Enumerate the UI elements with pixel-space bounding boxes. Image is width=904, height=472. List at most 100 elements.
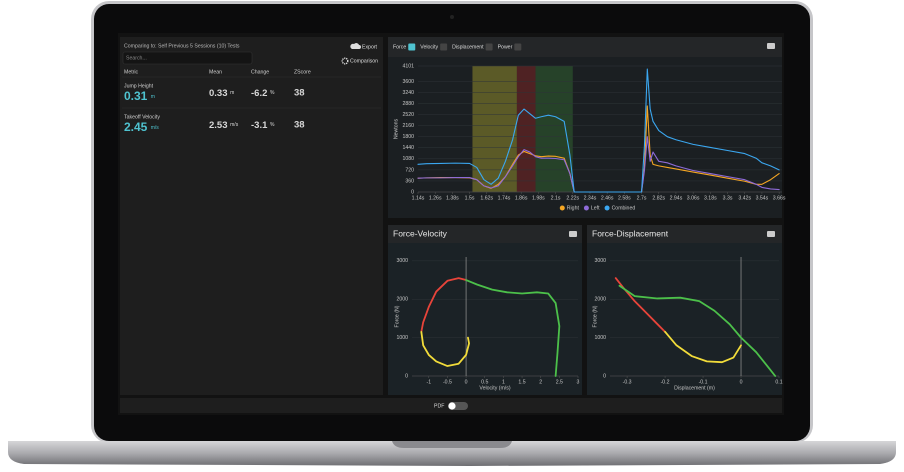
value: 2.53 <box>209 120 228 131</box>
fv-header <box>388 225 582 243</box>
tab-checkbox[interactable] <box>440 43 448 51</box>
x-tick-label: 2.22s <box>566 195 579 201</box>
export-label: Export <box>362 44 378 50</box>
x-tick-label: 3.3s <box>723 195 733 201</box>
x-tick-label: -0.5 <box>443 379 452 385</box>
x-tick-label: 0 <box>740 379 743 385</box>
series-line <box>417 68 780 193</box>
cloud-icon <box>350 43 361 49</box>
base-notch <box>392 441 512 448</box>
y-tick-label: 720 <box>405 167 414 173</box>
x-tick-label: 2.34s <box>584 195 597 201</box>
zscore-value: 38 <box>294 88 305 99</box>
x-tick-label: 3.18s <box>704 195 717 201</box>
value: 2.45 <box>124 120 148 134</box>
column-header: ZScore <box>294 69 311 75</box>
y-tick-label: 360 <box>405 178 414 184</box>
phase-region <box>516 66 536 192</box>
x-tick-label: 1.5s <box>465 195 475 201</box>
y-tick-label: 4101 <box>402 63 414 69</box>
y-tick-label: 1000 <box>396 335 408 341</box>
y-axis-label: Force (N) <box>592 305 598 327</box>
unit: % <box>270 90 275 96</box>
x-tick-label: 3.66s <box>773 195 786 201</box>
chart-title: Force-Velocity <box>393 228 448 238</box>
x-axis-label: Velocity (m/s) <box>479 385 510 391</box>
phase-region <box>472 66 517 192</box>
pdf-label: PDF <box>434 403 444 409</box>
tab-checkbox[interactable] <box>485 43 493 51</box>
force-chart-panel <box>388 37 782 218</box>
legend-swatch <box>559 205 565 211</box>
tab-label[interactable]: Power <box>498 44 513 50</box>
x-tick-label: 1.38s <box>446 195 459 201</box>
x-tick-label: 1 <box>502 379 505 385</box>
tab-label[interactable]: Displacement <box>452 44 484 50</box>
x-tick-label: 3.06s <box>687 195 700 201</box>
laptop-base <box>8 441 896 466</box>
unit: m <box>230 90 234 96</box>
value: -6.2 <box>251 88 267 99</box>
y-tick-label: 2000 <box>396 297 408 303</box>
y-tick-label: 0 <box>405 373 408 379</box>
tab-label[interactable]: Force <box>393 44 406 50</box>
series-line <box>420 277 467 333</box>
y-tick-label: 1800 <box>402 134 414 140</box>
y-tick-label: 2520 <box>402 112 414 118</box>
legend-swatch <box>583 205 589 211</box>
series-line <box>618 284 777 377</box>
x-tick-label: 1.98s <box>532 195 545 201</box>
y-tick-label: 1000 <box>594 335 606 341</box>
search-placeholder: Search... <box>126 55 147 61</box>
toggle-knob <box>448 402 456 410</box>
x-tick-label: 0.5 <box>481 379 488 385</box>
x-tick-label: 2.94s <box>670 195 683 201</box>
y-tick-label: 3000 <box>594 258 606 264</box>
tab-checkbox[interactable] <box>514 43 522 51</box>
comparison-label: Comparison <box>350 58 378 64</box>
y-tick-label: 3000 <box>396 258 408 264</box>
x-tick-label: 1.5 <box>518 379 525 385</box>
y-axis-label: Force (N) <box>394 305 400 327</box>
column-header: Mean <box>209 69 222 75</box>
x-tick-label: 0 <box>465 379 468 385</box>
legend-label: Right <box>567 205 580 211</box>
tab-label[interactable]: Velocity <box>420 44 438 50</box>
unit: m <box>151 94 155 100</box>
pdf-toggle[interactable] <box>448 402 468 410</box>
column-header: Change <box>251 69 269 75</box>
zscore-value: 38 <box>294 120 305 131</box>
y-tick-label: 2160 <box>402 123 414 129</box>
camera-button[interactable] <box>767 231 775 237</box>
fv-panel <box>388 225 582 395</box>
x-tick-label: 1.62s <box>480 195 493 201</box>
y-tick-label: 1440 <box>402 145 414 151</box>
value: 0.31 <box>124 89 148 103</box>
value: 0.33 <box>209 88 228 99</box>
x-tick-label: -0.3 <box>623 379 632 385</box>
tab-checkbox[interactable] <box>408 43 416 51</box>
camera-button[interactable] <box>569 231 577 237</box>
fd-header <box>587 225 782 243</box>
mean-value: 2.53 m/s <box>209 120 239 131</box>
x-tick-label: 3.42s <box>738 195 751 201</box>
x-tick-label: 1.14s <box>412 195 425 201</box>
export-button[interactable]: Export <box>350 43 378 50</box>
change-value: -6.2 % <box>251 88 275 99</box>
mean-value: 0.33 m <box>209 88 234 99</box>
comparison-button[interactable]: Comparison <box>341 57 378 65</box>
camera-button[interactable] <box>767 43 775 49</box>
y-tick-label: 2880 <box>402 101 414 107</box>
x-tick-label: 1.86s <box>515 195 528 201</box>
y-tick-label: 1080 <box>402 156 414 162</box>
x-tick-label: 2.46s <box>601 195 614 201</box>
x-tick-label: 2.7s <box>637 195 647 201</box>
value: -3.1 <box>251 120 268 131</box>
y-tick-label: 3240 <box>402 90 414 96</box>
y-tick-label: 0 <box>603 373 606 379</box>
x-tick-label: 2.5 <box>556 379 563 385</box>
change-value: -3.1 % <box>251 120 275 131</box>
search-box[interactable] <box>122 51 253 65</box>
